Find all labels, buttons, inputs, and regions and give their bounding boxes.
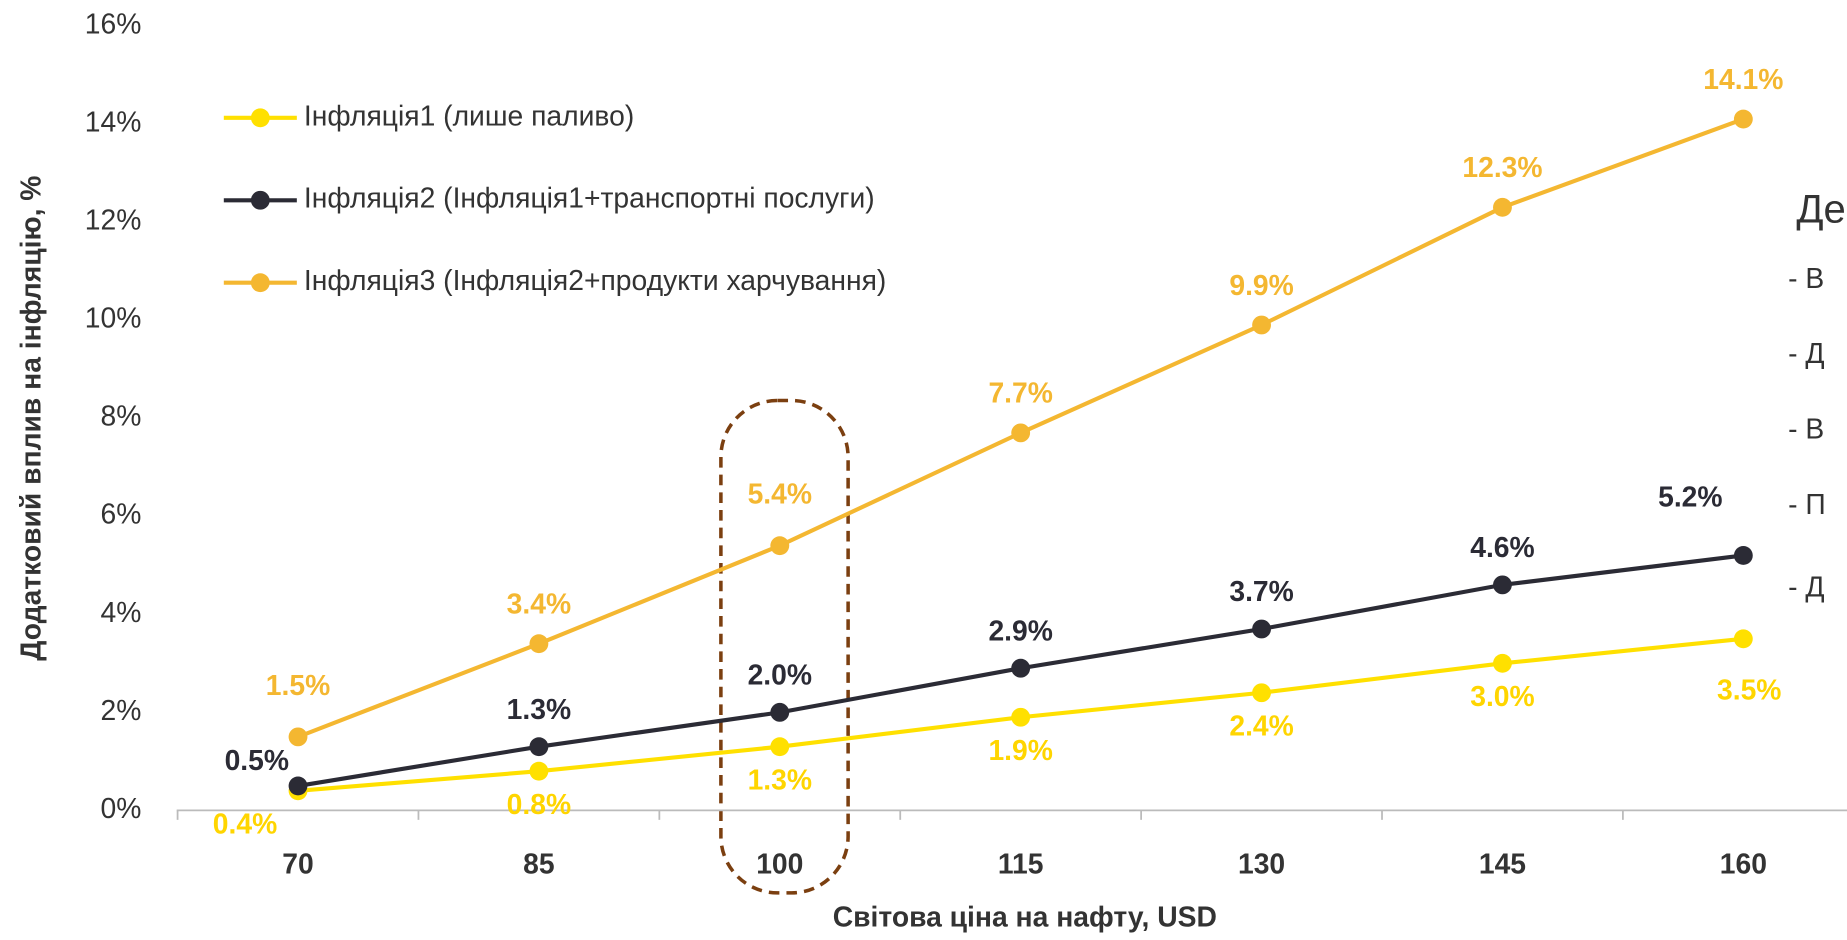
data-label: 5.2% — [1658, 480, 1722, 512]
data-point — [770, 536, 790, 556]
legend-label: Інфляція2 (Інфляція1+транспортні послуги… — [304, 182, 875, 214]
legend-marker — [250, 108, 270, 128]
data-label: 9.9% — [1229, 269, 1293, 301]
data-label: 3.4% — [507, 587, 571, 619]
data-point — [770, 702, 790, 722]
data-point — [1733, 109, 1753, 129]
data-point — [1493, 653, 1512, 673]
side-text: - Д — [1788, 570, 1824, 602]
data-label: 2.0% — [748, 658, 812, 690]
data-label: 7.7% — [988, 377, 1052, 409]
data-point — [1252, 315, 1271, 335]
y-axis-label: Додатковий вплив на інфляцію, % — [14, 176, 46, 661]
data-point — [288, 776, 308, 796]
x-tick-label: 145 — [1479, 847, 1526, 879]
data-point — [1493, 197, 1512, 217]
x-tick-label: 70 — [282, 847, 313, 879]
data-point — [770, 737, 790, 757]
x-tick-label: 100 — [756, 847, 803, 879]
legend-label: Інфляція3 (Інфляція2+продукти харчування… — [304, 264, 886, 296]
data-label: 3.7% — [1229, 575, 1293, 607]
data-label: 3.5% — [1717, 673, 1781, 705]
y-tick-label: 12% — [85, 204, 142, 236]
data-point — [529, 634, 549, 654]
side-text: - В — [1788, 262, 1824, 294]
side-text: Де — [1796, 188, 1845, 232]
y-tick-label: 8% — [100, 400, 141, 432]
y-tick-label: 10% — [85, 302, 142, 334]
data-label: 14.1% — [1703, 63, 1783, 95]
data-label: 5.4% — [748, 478, 812, 510]
data-point — [1011, 658, 1031, 678]
data-point — [529, 761, 549, 781]
y-tick-label: 0% — [100, 792, 141, 824]
data-label: 1.9% — [988, 734, 1052, 766]
side-text: - В — [1788, 413, 1824, 445]
data-label: 0.8% — [507, 788, 571, 820]
data-label: 2.4% — [1229, 710, 1293, 742]
x-tick-label: 115 — [998, 847, 1044, 879]
data-label: 0.5% — [225, 744, 289, 776]
x-tick-label: 160 — [1720, 847, 1767, 879]
data-point — [1011, 423, 1031, 443]
data-point — [1252, 619, 1271, 639]
data-point — [1252, 683, 1271, 703]
data-point — [1493, 575, 1512, 595]
x-tick-label: 85 — [523, 847, 554, 879]
x-tick-label: 130 — [1238, 847, 1285, 879]
data-point — [1733, 546, 1753, 565]
y-tick-label: 4% — [100, 596, 141, 628]
data-label: 2.9% — [988, 614, 1052, 646]
data-point — [529, 737, 549, 757]
y-tick-label: 2% — [100, 694, 141, 726]
y-tick-label: 16% — [85, 7, 142, 39]
x-axis-label: Світова ціна на нафту, USD — [833, 900, 1217, 932]
legend-label: Інфляція1 (лише паливо) — [304, 99, 634, 131]
data-label: 1.3% — [507, 693, 571, 725]
data-label: 0.4% — [213, 808, 277, 840]
data-point — [288, 727, 308, 747]
data-label: 1.3% — [748, 763, 812, 795]
y-tick-label: 14% — [85, 105, 142, 137]
data-label: 3.0% — [1470, 680, 1534, 712]
data-label: 1.5% — [266, 669, 330, 701]
legend-marker — [250, 190, 270, 210]
legend-marker — [250, 273, 270, 293]
data-label: 12.3% — [1462, 151, 1542, 183]
data-point — [1011, 707, 1031, 727]
data-point — [1733, 629, 1753, 649]
data-label: 4.6% — [1470, 531, 1534, 563]
side-text: - Д — [1788, 337, 1824, 369]
side-text: - П — [1788, 488, 1826, 520]
y-tick-label: 6% — [100, 498, 141, 530]
highlight-frame — [719, 398, 850, 895]
